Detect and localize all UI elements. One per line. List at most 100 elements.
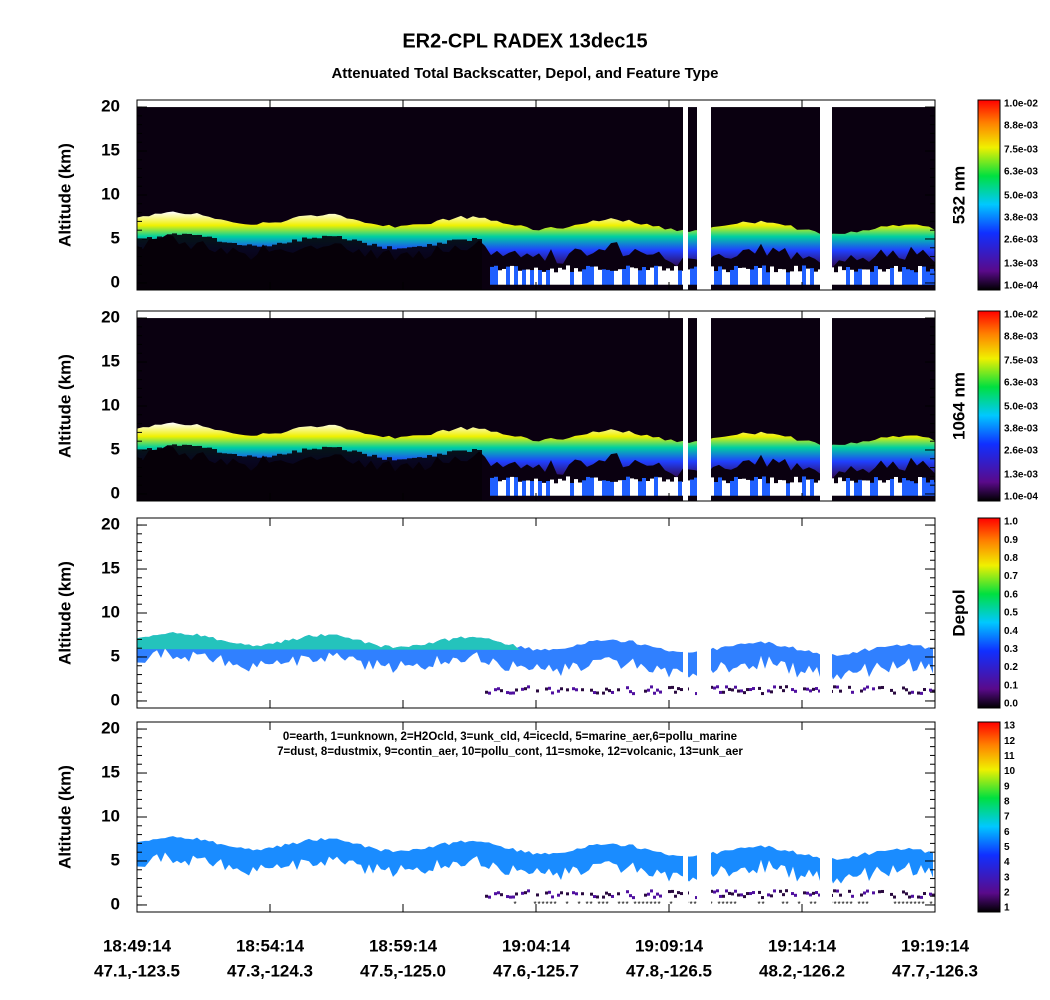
shadow bbox=[407, 458, 412, 501]
x-tick-sublabel: 47.1,-123.5 bbox=[94, 961, 180, 980]
shadow bbox=[352, 239, 357, 290]
low-cloud bbox=[750, 269, 754, 285]
low-layer bbox=[848, 889, 851, 893]
earth-mark: * bbox=[533, 900, 536, 909]
low-layer bbox=[779, 685, 782, 689]
shadow bbox=[137, 239, 142, 290]
plot-image bbox=[137, 518, 935, 708]
shadow bbox=[362, 453, 367, 501]
colorbar-label: 1064 nm bbox=[949, 372, 968, 440]
y-tick-label: 20 bbox=[101, 97, 120, 116]
shadow bbox=[422, 246, 427, 290]
low-layer bbox=[863, 891, 866, 895]
data-gap bbox=[683, 311, 688, 501]
low-cloud bbox=[798, 271, 802, 285]
low-layer bbox=[617, 892, 620, 896]
earth-mark: * bbox=[541, 900, 544, 909]
low-cloud bbox=[814, 482, 818, 496]
shadow bbox=[312, 237, 317, 290]
x-tick-label: 19:14:14 bbox=[768, 936, 837, 955]
low-cloud bbox=[650, 267, 654, 285]
low-cloud bbox=[862, 480, 866, 496]
low-layer bbox=[605, 891, 608, 895]
x-tick-label: 18:49:14 bbox=[103, 936, 172, 955]
low-layer bbox=[911, 894, 914, 898]
low-cloud bbox=[866, 480, 870, 496]
low-layer bbox=[668, 686, 671, 690]
low-cloud bbox=[886, 480, 890, 496]
low-cloud bbox=[646, 270, 650, 285]
shadow bbox=[437, 242, 442, 290]
colorbar-tick-label: 7 bbox=[1004, 812, 1010, 823]
low-layer bbox=[734, 685, 737, 689]
low-layer bbox=[593, 691, 596, 695]
low-cloud bbox=[922, 266, 926, 285]
low-cloud bbox=[594, 477, 598, 496]
shadow bbox=[262, 456, 267, 501]
shadow bbox=[307, 449, 312, 501]
plot-image bbox=[137, 100, 935, 290]
low-layer bbox=[512, 895, 515, 899]
earth-mark: * bbox=[757, 900, 760, 909]
low-layer bbox=[731, 688, 734, 692]
y-tick-label: 0 bbox=[111, 894, 120, 913]
low-layer bbox=[602, 691, 605, 695]
low-cloud bbox=[882, 482, 886, 496]
shadow bbox=[292, 239, 297, 290]
low-layer bbox=[932, 689, 935, 693]
low-layer bbox=[848, 685, 851, 689]
low-cloud bbox=[926, 271, 930, 285]
earth-mark: * bbox=[693, 900, 696, 909]
shadow bbox=[282, 454, 287, 501]
colorbar-tick-label: 0.6 bbox=[1004, 589, 1018, 600]
shadow bbox=[322, 235, 327, 290]
low-layer bbox=[893, 691, 896, 695]
low-layer bbox=[527, 685, 530, 689]
low-cloud bbox=[590, 477, 594, 496]
low-layer bbox=[761, 896, 764, 900]
low-layer bbox=[920, 895, 923, 899]
y-tick-label: 20 bbox=[101, 515, 120, 534]
shadow bbox=[477, 238, 482, 290]
shadow bbox=[372, 243, 377, 290]
low-cloud bbox=[598, 480, 602, 496]
low-cloud bbox=[894, 265, 898, 285]
low-layer bbox=[680, 892, 683, 896]
shadow bbox=[347, 240, 352, 290]
low-layer bbox=[722, 690, 725, 694]
colorbar-tick-label: 1.0e-04 bbox=[1004, 492, 1038, 503]
low-layer bbox=[716, 685, 719, 689]
shadow bbox=[192, 235, 197, 290]
shadow bbox=[342, 239, 347, 290]
low-cloud bbox=[670, 270, 674, 285]
low-layer bbox=[611, 690, 614, 694]
low-cloud bbox=[510, 476, 514, 496]
shadow bbox=[392, 460, 397, 501]
low-cloud bbox=[710, 266, 714, 285]
earth-mark: * bbox=[725, 900, 728, 909]
low-layer bbox=[818, 893, 821, 897]
low-cloud bbox=[806, 268, 810, 285]
low-layer bbox=[725, 889, 728, 893]
low-layer bbox=[545, 891, 548, 895]
layer bbox=[137, 836, 933, 885]
low-cloud bbox=[622, 480, 626, 496]
y-axis-label: Altitude (km) bbox=[55, 354, 74, 458]
low-cloud bbox=[758, 267, 762, 285]
colorbar-tick-label: 13 bbox=[1004, 721, 1016, 732]
low-cloud bbox=[666, 479, 670, 496]
low-layer bbox=[767, 893, 770, 897]
low-layer bbox=[725, 685, 728, 689]
earth-mark: * bbox=[785, 900, 788, 909]
colorbar-tick-label: 9 bbox=[1004, 781, 1010, 792]
low-cloud bbox=[630, 267, 634, 285]
shadow bbox=[142, 449, 147, 501]
y-tick-label: 5 bbox=[111, 439, 120, 458]
shadow bbox=[147, 237, 152, 290]
low-cloud bbox=[582, 480, 586, 496]
low-cloud bbox=[762, 265, 766, 285]
shadow bbox=[367, 245, 372, 290]
plot-image bbox=[137, 311, 935, 501]
low-cloud bbox=[898, 271, 902, 285]
low-layer bbox=[836, 685, 839, 689]
